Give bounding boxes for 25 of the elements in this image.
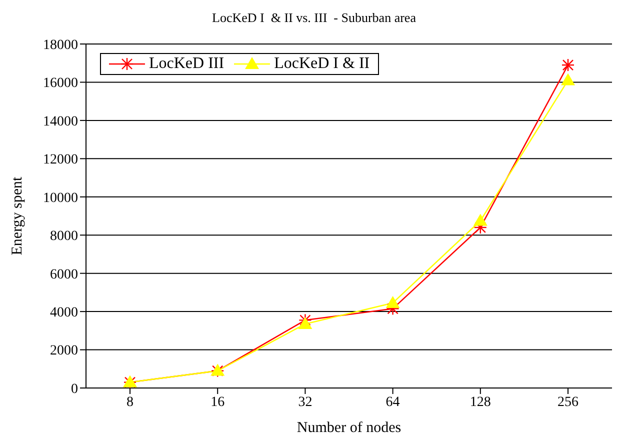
legend-label: LocKeD I & II	[274, 55, 370, 73]
y-tick-label: 2000	[50, 344, 78, 359]
x-tick-label: 128	[470, 394, 491, 410]
y-tick-label: 12000	[43, 152, 78, 168]
x-tick-label: 256	[558, 394, 578, 410]
y-tick-label: 8000	[50, 229, 78, 244]
x-axis-title: Number of nodes	[296, 420, 402, 436]
x-tick-label: 64	[386, 394, 400, 410]
y-tick-label: 10000	[43, 190, 78, 206]
y-tick-label: 4000	[50, 306, 78, 321]
legend-label: LocKeD III	[149, 55, 224, 73]
y-tick-label: 6000	[50, 267, 78, 282]
y-tick-label: 0	[71, 382, 78, 397]
point	[386, 296, 400, 308]
point	[473, 214, 488, 226]
y-tick-label: 16000	[43, 76, 78, 92]
point	[561, 73, 575, 86]
chart-title: LocKeD I & II vs. III - Suburban area	[211, 10, 417, 26]
x-tick-label: 32	[298, 394, 312, 410]
x-tick-label: 16	[210, 394, 225, 410]
x-tick-label: 8	[126, 394, 134, 410]
point	[298, 316, 312, 329]
y-axis-title: Energy spent	[9, 176, 26, 256]
y-tick-label: 18000	[43, 38, 78, 53]
y-tick-label: 14000	[43, 114, 78, 130]
